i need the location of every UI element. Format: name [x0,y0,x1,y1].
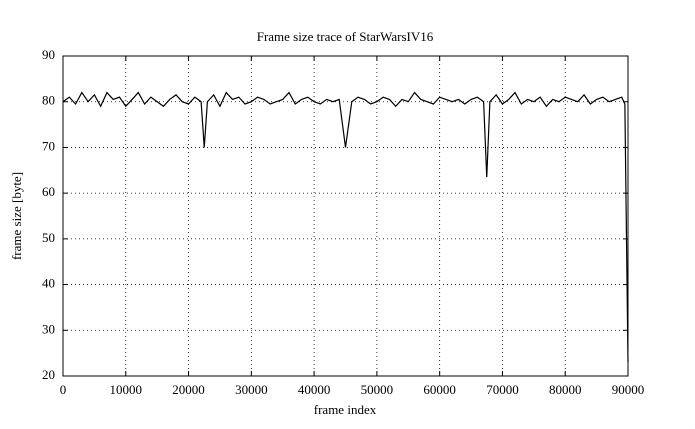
y-tick-label: 30 [42,321,55,336]
plot-frame [62,55,629,377]
x-tick-label: 60000 [423,382,456,397]
y-tick-label: 90 [42,47,55,62]
x-tick-label: 30000 [235,382,268,397]
y-tick-label: 20 [42,367,55,382]
x-tick-label: 70000 [486,382,519,397]
x-tick-label: 10000 [110,382,143,397]
x-tick-label: 80000 [549,382,582,397]
chart-title: Frame size trace of StarWarsIV16 [257,29,434,44]
y-tick-label: 80 [42,93,55,108]
y-tick-label: 70 [42,138,55,153]
x-tick-label: 40000 [298,382,331,397]
trace-line [62,91,629,363]
y-tick-label: 60 [42,184,55,199]
y-tick-label: 50 [42,230,55,245]
x-tick-label: 90000 [612,382,645,397]
x-tick-label: 50000 [361,382,394,397]
y-tick-label: 40 [42,276,55,291]
y-axis-label: frame size [byte] [9,172,24,260]
x-tick-label: 0 [60,382,67,397]
x-tick-label: 20000 [172,382,205,397]
x-axis-label: frame index [314,402,377,417]
